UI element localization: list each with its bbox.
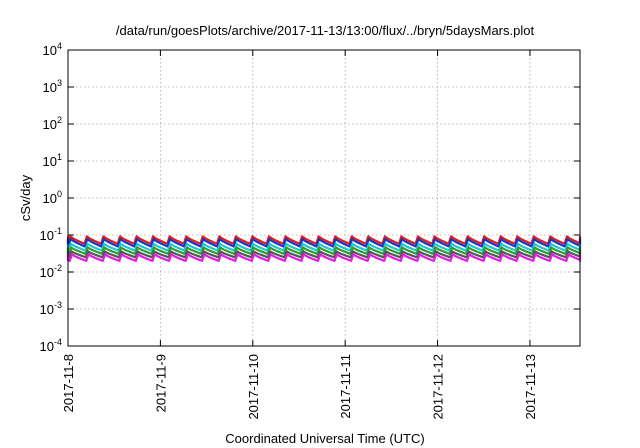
x-tick-label: 2017-11-8 bbox=[61, 354, 76, 412]
y-tick-label: 104 bbox=[43, 41, 62, 58]
y-tick-label: 100 bbox=[43, 189, 62, 206]
series-line bbox=[66, 235, 582, 245]
series-line bbox=[66, 253, 582, 262]
x-tick-label: 2017-11-13 bbox=[523, 354, 538, 420]
x-tick-label: 2017-11-9 bbox=[153, 354, 168, 412]
y-tick-label: 10-1 bbox=[40, 226, 62, 243]
series-line bbox=[66, 246, 582, 255]
y-axis: 10-4 10-3 10-2 10-1 100 101 102 103 104 bbox=[40, 41, 580, 354]
y-tick-label: 103 bbox=[43, 78, 62, 95]
x-axis: 2017-11-8 2017-11-9 2017-11-10 2017-11-11 20… bbox=[61, 50, 538, 420]
chart-title: /data/run/goesPlots/archive/2017-11-13/1… bbox=[116, 23, 535, 38]
y-tick-label: 10-2 bbox=[40, 263, 62, 280]
y-tick-label: 101 bbox=[43, 152, 62, 169]
x-tick-label: 2017-11-12 bbox=[431, 354, 446, 420]
grid bbox=[68, 50, 580, 346]
y-axis-label: cSv/day bbox=[18, 174, 33, 221]
plot-area bbox=[66, 235, 582, 262]
y-tick-label: 102 bbox=[43, 115, 62, 132]
x-tick-label: 2017-11-10 bbox=[246, 354, 261, 420]
y-tick-label: 10-4 bbox=[40, 337, 62, 354]
series-line bbox=[66, 237, 582, 248]
x-tick-label: 2017-11-11 bbox=[338, 354, 353, 419]
series-line bbox=[66, 242, 582, 252]
y-tick-label: 10-3 bbox=[40, 300, 62, 317]
x-axis-label: Coordinated Universal Time (UTC) bbox=[225, 431, 424, 446]
series-line bbox=[66, 250, 582, 259]
